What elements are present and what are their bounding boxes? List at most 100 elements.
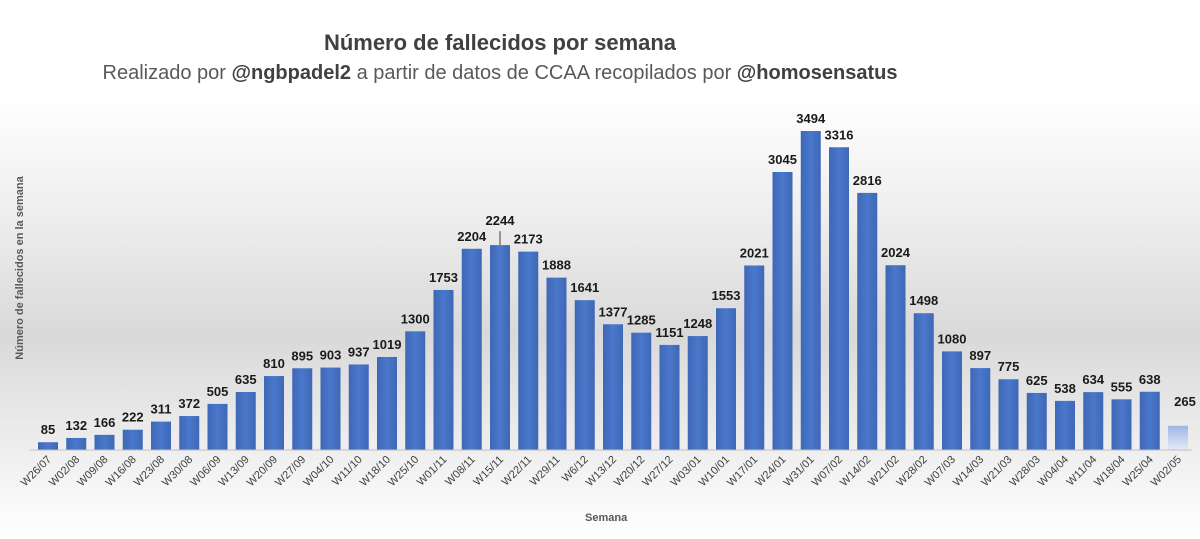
bar-W25/10	[405, 331, 426, 450]
bar-W15/11	[490, 245, 510, 450]
x-tick-label-W20/09: W20/09	[245, 454, 280, 489]
bar-W04/10	[320, 367, 341, 450]
x-tick-label-W31/01: W31/01	[782, 454, 817, 489]
x-tick-label-W25/10: W25/10	[386, 454, 421, 489]
bar-W28/02	[913, 313, 934, 450]
x-tick-label-W08/11: W08/11	[443, 454, 478, 489]
x-tick-label-W07/02: W07/02	[810, 454, 845, 489]
data-label-W03/01: 1248	[683, 316, 712, 331]
data-label-W20/09: 810	[263, 356, 285, 371]
x-tick-label-W06/09: W06/09	[188, 454, 223, 489]
data-label-W24/01: 3045	[768, 152, 797, 167]
data-label-W04/10: 903	[320, 348, 342, 363]
subtitle-author: @ngbpadel2	[231, 62, 352, 84]
bar-W21/03	[998, 379, 1019, 450]
x-tick-label-W23/08: W23/08	[132, 454, 167, 489]
bar-W07/03	[942, 351, 962, 450]
data-label-W02/08: 132	[65, 418, 87, 433]
data-label-W27/09: 895	[291, 348, 313, 363]
x-tick-label-W07/03: W07/03	[923, 454, 958, 489]
x-tick-label-W13/09: W13/09	[217, 454, 252, 489]
bar-W31/01	[800, 131, 821, 450]
bar-W08/11	[461, 248, 482, 450]
bar-W13/09	[235, 392, 256, 450]
x-tick-label-W30/08: W30/08	[160, 454, 195, 489]
bar-W22/11	[518, 251, 539, 450]
data-label-W22/11: 2173	[514, 232, 543, 247]
bar-W20/12	[631, 332, 652, 450]
subtitle-prefix: Realizado por	[102, 62, 232, 84]
data-label-W13/09: 635	[235, 372, 257, 387]
x-tick-label-W18/04: W18/04	[1092, 454, 1127, 489]
data-label-W23/08: 311	[151, 402, 172, 417]
x-tick-label-W10/01: W10/01	[697, 454, 732, 489]
data-label-W01/11: 1753	[429, 270, 458, 285]
bar-W18/10	[377, 356, 397, 450]
chart-subtitle: Realizado por @ngbpadel2 a partir de dat…	[0, 62, 1000, 85]
bar-W07/02	[829, 147, 849, 450]
data-label-W07/02: 3316	[825, 127, 854, 142]
bar-W10/01	[716, 308, 736, 450]
x-tick-label-W01/11: W01/11	[415, 454, 450, 489]
data-label-W02/05: 265	[1174, 394, 1196, 409]
data-label-W25/04: 638	[1139, 372, 1161, 387]
x-tick-label-W03/01: W03/01	[669, 454, 704, 489]
chart-title: Número de fallecidos por semana	[323, 30, 677, 55]
bar-W28/03	[1026, 392, 1047, 450]
data-label-W16/08: 222	[122, 410, 144, 425]
data-label-W11/04: 634	[1082, 372, 1104, 387]
x-tick-label-W13/12: W13/12	[584, 454, 619, 489]
bar-W29/11	[546, 277, 567, 450]
x-tick-label-W02/05: W02/05	[1149, 454, 1184, 489]
data-label-W17/01: 2021	[740, 245, 769, 260]
bar-W6/12	[574, 300, 595, 450]
bar-W09/08	[94, 434, 115, 450]
data-label-W21/02: 2024	[881, 245, 911, 260]
x-tick-label-W04/10: W04/10	[301, 454, 336, 489]
bar-W02/08	[66, 437, 87, 450]
data-label-W25/10: 1300	[401, 311, 430, 326]
bar-W02/05	[1168, 425, 1188, 450]
data-label-W18/04: 555	[1111, 379, 1133, 394]
data-label-W21/03: 775	[998, 359, 1020, 374]
x-tick-label-W28/02: W28/02	[895, 454, 930, 489]
x-tick-label-W28/03: W28/03	[1008, 454, 1043, 489]
x-tick-label-W26/07: W26/07	[19, 454, 54, 489]
x-tick-label-W14/03: W14/03	[951, 454, 986, 489]
x-tick-label-W09/08: W09/08	[75, 454, 110, 489]
bar-W26/07	[38, 442, 58, 450]
bar-W14/03	[970, 368, 991, 450]
bar-W03/01	[687, 336, 708, 450]
data-label-W06/09: 505	[207, 384, 229, 399]
x-tick-label-W15/11: W15/11	[471, 454, 506, 489]
data-label-W31/01: 3494	[796, 111, 826, 126]
bar-W23/08	[151, 421, 171, 450]
bar-W04/04	[1055, 400, 1075, 450]
data-label-W04/04: 538	[1054, 381, 1076, 396]
x-tick-label-W25/04: W25/04	[1121, 454, 1156, 489]
subtitle-middle: a partir de datos de CCAA recopilados po…	[351, 62, 737, 84]
bar-W13/12	[603, 324, 623, 450]
bar-W01/11	[433, 289, 454, 450]
x-tick-label-W18/10: W18/10	[358, 454, 393, 489]
bar-W24/01	[772, 171, 793, 451]
data-label-W10/01: 1553	[712, 288, 741, 303]
data-label-W14/03: 897	[969, 348, 991, 363]
x-tick-label-W02/08: W02/08	[47, 454, 82, 489]
data-label-W20/12: 1285	[627, 313, 656, 328]
bar-W27/12	[659, 344, 680, 450]
bar-W16/08	[122, 429, 143, 450]
bar-W11/04	[1083, 392, 1104, 450]
data-label-W14/02: 2816	[853, 173, 882, 188]
bar-W06/09	[207, 403, 228, 450]
bar-W27/09	[292, 368, 313, 450]
x-tick-label-W17/01: W17/01	[725, 454, 760, 489]
x-tick-label-W04/04: W04/04	[1036, 454, 1071, 489]
bar-W18/04	[1111, 399, 1132, 450]
data-label-W15/11: 2244	[486, 213, 516, 228]
bar-W30/08	[179, 416, 200, 450]
x-tick-label-W21/02: W21/02	[866, 454, 901, 489]
x-tick-label-W29/11: W29/11	[528, 454, 563, 489]
x-tick-label-W22/11: W22/11	[500, 454, 535, 489]
